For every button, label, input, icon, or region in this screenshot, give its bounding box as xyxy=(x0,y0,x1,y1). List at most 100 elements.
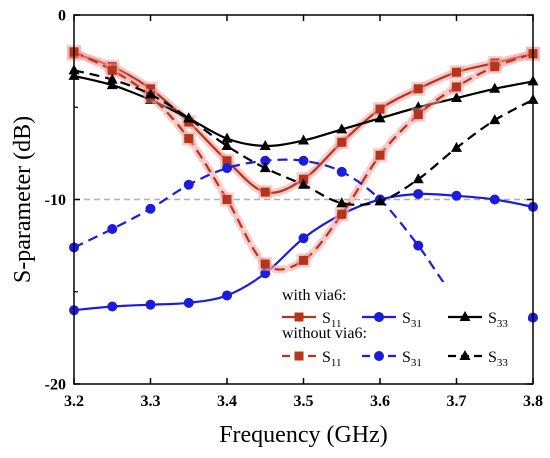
data-point xyxy=(145,203,156,214)
data-point xyxy=(413,188,424,199)
data-point xyxy=(145,299,156,310)
x-tick-label: 3.4 xyxy=(217,393,237,410)
legend-label: S11 xyxy=(322,349,342,369)
data-point xyxy=(221,132,233,143)
series-s33-without-via6 xyxy=(68,64,539,208)
data-point xyxy=(222,290,232,301)
y-tick-label: 0 xyxy=(58,8,66,25)
data-point xyxy=(337,137,347,147)
data-point xyxy=(412,173,424,184)
data-point xyxy=(106,73,118,84)
data-point xyxy=(374,195,386,206)
data-point xyxy=(107,301,118,312)
data-point xyxy=(183,179,194,190)
legend-label: S31 xyxy=(402,349,422,369)
data-point xyxy=(260,155,271,166)
x-tick-label: 3.2 xyxy=(64,393,84,410)
x-ticks: 3.2 3.3 3.4 3.5 3.6 3.7 3.8 xyxy=(64,15,543,410)
x-tick-label: 3.6 xyxy=(370,393,390,410)
data-point xyxy=(452,67,461,77)
plot-area: 3.2 3.3 3.4 3.5 3.6 3.7 3.8 0 -10 -20 xyxy=(45,8,543,411)
y-axis-title: S-parameter (dB) xyxy=(10,116,36,283)
data-point xyxy=(221,139,233,150)
legend-label-base: S xyxy=(322,349,331,366)
legend-label: S33 xyxy=(488,349,508,369)
legend-label: S31 xyxy=(402,310,422,330)
legend-group-title-without: without via6: xyxy=(282,325,367,342)
data-point xyxy=(222,163,232,174)
data-point xyxy=(298,134,309,145)
data-point xyxy=(375,104,385,114)
x-tick-label: 3.7 xyxy=(447,393,467,410)
legend-marker xyxy=(459,311,471,321)
data-point xyxy=(107,65,117,75)
data-point xyxy=(413,84,423,94)
legend-label-sub: 11 xyxy=(331,357,342,369)
legend-marker xyxy=(374,351,384,361)
legend-label-sub: 33 xyxy=(497,357,509,369)
x-axis-title: Frequency (GHz) xyxy=(219,422,388,448)
legend-marker xyxy=(374,312,384,322)
data-point xyxy=(489,82,501,93)
legend-label: S33 xyxy=(488,310,508,330)
data-point xyxy=(336,123,348,134)
x-tick-label: 3.3 xyxy=(141,393,161,410)
x-tick-label: 3.8 xyxy=(523,393,543,410)
data-point xyxy=(490,62,500,72)
data-point xyxy=(299,255,308,265)
data-point xyxy=(489,114,501,125)
data-point xyxy=(413,240,424,251)
data-point xyxy=(374,112,386,123)
legend-label-sub: 31 xyxy=(411,318,422,330)
data-point xyxy=(183,297,194,308)
series-halo xyxy=(70,49,537,197)
legend-label-base: S xyxy=(488,310,497,327)
data-point xyxy=(260,259,270,269)
legend-label-base: S xyxy=(402,310,411,327)
data-point xyxy=(106,79,118,90)
data-point xyxy=(451,141,462,152)
legend-group-title-with: with via6: xyxy=(282,287,346,304)
data-point xyxy=(336,166,347,177)
legend-label: S11 xyxy=(322,310,342,330)
legend-label-sub: 11 xyxy=(331,318,342,330)
x-tick-label: 3.5 xyxy=(294,393,314,410)
legend-marker xyxy=(294,312,304,322)
data-point xyxy=(184,134,194,144)
data-point xyxy=(337,209,347,219)
data-point xyxy=(260,187,270,197)
series-line xyxy=(73,52,534,194)
data-point xyxy=(145,88,156,99)
data-point xyxy=(222,156,232,166)
series-layer xyxy=(67,44,540,334)
data-point xyxy=(413,110,423,120)
y-ticks: 0 -10 -20 xyxy=(45,8,533,394)
data-point xyxy=(451,190,462,201)
data-point xyxy=(375,150,385,160)
data-point xyxy=(452,82,461,92)
series-s31-with-via6 xyxy=(69,188,538,316)
legend-label-sub: 31 xyxy=(411,357,422,369)
legend-marker xyxy=(294,351,304,361)
legend-label-base: S xyxy=(402,349,411,366)
data-point xyxy=(336,197,348,208)
data-point xyxy=(298,178,309,189)
data-point xyxy=(298,155,309,166)
data-point xyxy=(489,194,500,205)
data-point xyxy=(259,162,271,173)
legend-label-base: S xyxy=(322,310,331,327)
y-tick-label: -20 xyxy=(45,377,66,394)
legend-background xyxy=(270,282,528,374)
legend-marker xyxy=(459,350,471,360)
data-point xyxy=(222,195,232,204)
legend-label-base: S xyxy=(488,349,497,366)
data-point xyxy=(259,139,271,150)
data-point xyxy=(298,233,309,244)
legend-label-sub: 33 xyxy=(497,318,509,330)
series-s11-with-via6 xyxy=(67,46,540,200)
data-point xyxy=(183,112,195,123)
y-tick-label: -10 xyxy=(45,192,66,209)
data-point xyxy=(451,92,462,103)
